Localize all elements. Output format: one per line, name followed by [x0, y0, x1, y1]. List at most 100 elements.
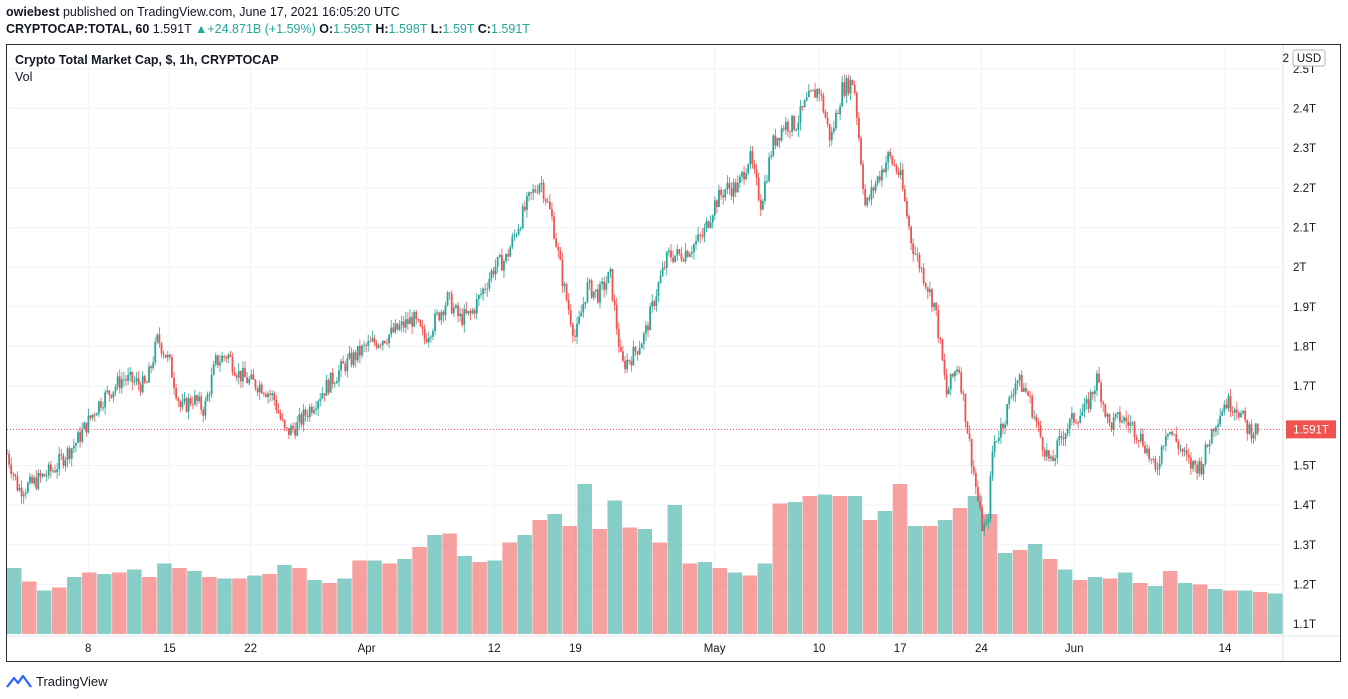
candle-body: [191, 403, 194, 405]
candle-body: [1212, 429, 1215, 432]
candle-body: [1002, 423, 1004, 429]
candle-body: [624, 360, 626, 370]
candle-body: [342, 361, 345, 364]
candle-body: [329, 372, 332, 393]
candle-body: [832, 128, 835, 132]
candle-body: [659, 275, 662, 283]
candle-body: [275, 400, 278, 411]
candle-body: [732, 182, 735, 197]
candle-body: [979, 500, 981, 508]
candle-body: [899, 169, 902, 176]
candle-body: [18, 487, 21, 491]
candle-body: [916, 253, 919, 256]
candle-body: [1012, 394, 1015, 397]
candle-body: [574, 335, 576, 337]
candle-body: [726, 182, 729, 190]
candle-body: [434, 313, 436, 332]
currency-tag[interactable]: [1292, 49, 1326, 67]
candle-body: [632, 347, 635, 366]
candle-body: [10, 464, 13, 474]
candle-body: [805, 97, 808, 101]
candle-body: [486, 288, 489, 290]
candle-body: [1150, 458, 1153, 460]
candle-body: [292, 425, 294, 429]
candle-body: [432, 331, 434, 337]
candle-body: [968, 433, 971, 440]
volume-bar: [1207, 589, 1223, 634]
candle-body: [918, 255, 921, 269]
candle-body: [718, 189, 720, 208]
candle-body: [212, 364, 215, 375]
candle-body: [864, 189, 867, 206]
candle-body: [277, 410, 280, 413]
candle-body: [778, 137, 781, 141]
candle-body: [198, 396, 200, 402]
open-label: O:: [319, 22, 334, 36]
volume-bar: [217, 578, 232, 634]
candle-body: [780, 128, 783, 141]
candle-body: [615, 304, 618, 329]
volume-bar: [697, 562, 713, 634]
y-tick-label: 2.2T: [1293, 183, 1316, 195]
candle-body: [1164, 436, 1167, 446]
volume-bar: [292, 568, 307, 634]
candle-body: [110, 394, 113, 398]
x-tick-label: 22: [244, 643, 257, 655]
candle-body: [730, 188, 733, 197]
candle-body: [173, 377, 175, 389]
candle-body: [622, 351, 624, 361]
volume-bar: [262, 574, 277, 634]
candle-body: [868, 197, 871, 200]
candle-body: [480, 294, 482, 296]
candle-body: [1185, 450, 1188, 455]
candle-body: [551, 209, 553, 217]
candle-body: [645, 325, 647, 334]
candle-body: [490, 270, 493, 279]
candle-body: [1008, 397, 1011, 405]
candle-body: [667, 250, 670, 253]
candle-body: [534, 189, 537, 192]
candle-body: [640, 343, 643, 349]
candle-body: [87, 415, 90, 433]
candle-body: [137, 378, 140, 385]
candle-body: [1016, 380, 1019, 384]
candle-body: [265, 394, 267, 397]
candle-body: [755, 169, 758, 178]
volume-bar: [1177, 583, 1193, 634]
candle-body: [352, 352, 355, 366]
volume-bar: [22, 581, 37, 634]
candle-body: [369, 341, 372, 342]
candle-body: [966, 421, 969, 434]
candle-body: [406, 319, 409, 325]
candle-body: [972, 466, 975, 473]
candle-body: [269, 393, 271, 395]
footer[interactable]: TradingView: [6, 673, 108, 689]
candle-body: [665, 252, 668, 269]
candle-body: [1141, 433, 1144, 446]
candle-body: [200, 396, 203, 410]
volume-bar: [172, 568, 187, 634]
candle-body: [841, 82, 844, 107]
candle-body: [89, 415, 92, 418]
candle-body: [145, 382, 148, 384]
candle-body: [148, 366, 150, 383]
candle-body: [1075, 422, 1077, 424]
volume-bar: [832, 496, 848, 634]
volume-bar: [892, 484, 908, 634]
candle-body: [41, 474, 44, 477]
candle-body: [91, 414, 94, 418]
candle-body: [33, 477, 36, 484]
candle-body: [237, 370, 240, 378]
candle-body: [488, 278, 491, 289]
volume-bar: [952, 508, 968, 634]
volume-bar: [742, 575, 758, 634]
candle-body: [638, 348, 641, 355]
candle-body: [546, 201, 549, 203]
candle-body: [154, 341, 157, 363]
candle-body: [116, 376, 119, 387]
candle-body: [688, 253, 691, 257]
candle-body: [987, 519, 990, 522]
volume-bar: [112, 572, 127, 634]
candle-body: [415, 312, 418, 320]
